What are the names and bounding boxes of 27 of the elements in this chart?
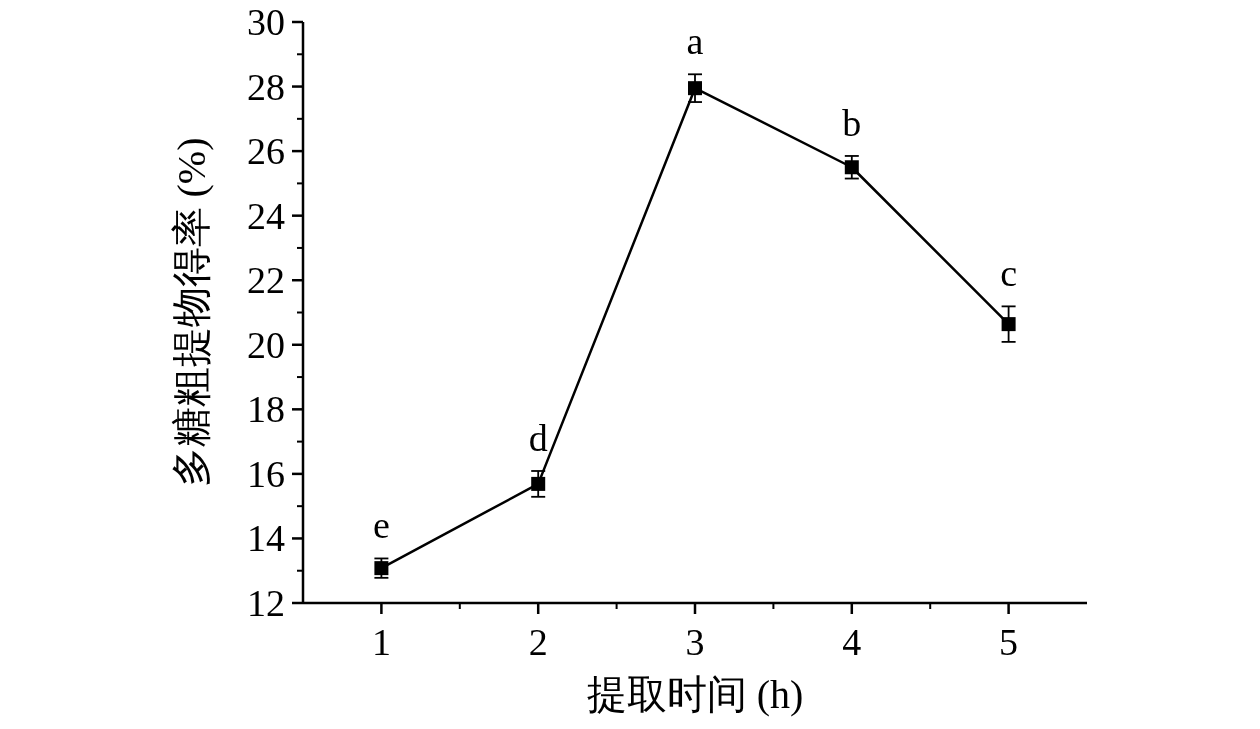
point xyxy=(844,160,859,175)
point xyxy=(531,476,546,491)
annotation: c xyxy=(1000,252,1018,295)
y-tick-label: 24 xyxy=(247,194,285,237)
annotation: d xyxy=(528,416,548,459)
y-tick-label: 18 xyxy=(247,388,285,431)
y-tick-label: 14 xyxy=(247,517,285,560)
point xyxy=(374,561,389,576)
annotation: b xyxy=(842,101,862,144)
y-tick-label: 30 xyxy=(247,1,285,43)
y-tick-label: 26 xyxy=(247,130,285,173)
x-tick-label: 4 xyxy=(842,621,862,663)
x-tick-label: 3 xyxy=(685,621,705,663)
y-tick-label: 22 xyxy=(247,259,285,302)
point xyxy=(1001,317,1016,332)
y-tick-label: 12 xyxy=(247,582,285,624)
point xyxy=(688,81,702,96)
x-axis-title: 提取时间 (h) xyxy=(586,672,804,717)
y-tick-label: 16 xyxy=(247,452,285,495)
annotation: e xyxy=(372,504,390,547)
y-axis-title: 多糖粗提物得率 (%) xyxy=(169,137,214,488)
annotation: a xyxy=(686,20,704,63)
x-tick-label: 2 xyxy=(528,621,548,663)
x-tick-label: 1 xyxy=(371,621,391,663)
x-tick-label: 5 xyxy=(999,621,1019,663)
y-tick-label: 28 xyxy=(247,65,285,108)
y-tick-label: 20 xyxy=(247,323,285,366)
